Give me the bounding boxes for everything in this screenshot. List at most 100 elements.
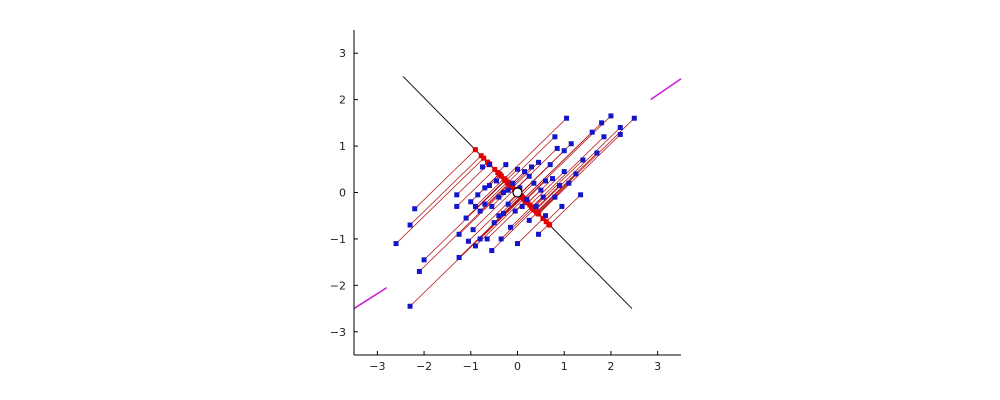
projection-line — [475, 178, 505, 207]
projected-point — [505, 180, 511, 186]
data-point — [421, 257, 427, 263]
data-point — [594, 150, 600, 156]
data-point — [617, 125, 623, 130]
x-axis-ticks: −3 −2 −1 0 1 2 3 — [369, 351, 661, 373]
data-point — [522, 169, 528, 175]
projected-point — [478, 153, 484, 159]
data-point — [533, 203, 539, 209]
data-point — [456, 231, 462, 237]
data-point — [510, 180, 516, 186]
projected-point — [547, 222, 553, 228]
data-point — [489, 203, 495, 209]
data-point — [580, 157, 586, 163]
projection-line — [517, 218, 544, 244]
x-tick-label: 3 — [654, 360, 661, 373]
projection-line — [538, 134, 621, 215]
projection-line — [486, 200, 527, 240]
y-tick-label: 1 — [339, 140, 346, 153]
data-points-layer — [393, 113, 637, 309]
data-point — [484, 236, 490, 242]
y-tick-label: −2 — [330, 279, 346, 292]
data-point — [493, 178, 499, 184]
projected-point — [529, 205, 535, 211]
data-point — [496, 213, 502, 219]
data-point — [500, 190, 506, 195]
data-point — [561, 148, 567, 154]
data-point — [578, 192, 584, 198]
data-point — [463, 215, 469, 221]
projected-point — [492, 166, 498, 172]
data-point — [393, 241, 399, 247]
data-point — [554, 145, 560, 151]
projection-line — [510, 206, 532, 228]
projection-line — [503, 117, 567, 180]
data-point — [631, 115, 637, 121]
data-point — [500, 210, 506, 216]
projected-point — [534, 210, 540, 216]
data-point — [540, 194, 546, 200]
data-point — [472, 203, 478, 209]
projection-line — [514, 148, 558, 190]
data-point — [568, 141, 574, 147]
data-point — [547, 162, 553, 168]
data-point — [407, 303, 413, 309]
data-point — [416, 268, 422, 274]
projection-line — [507, 136, 556, 183]
projection-line — [484, 181, 508, 205]
data-point — [482, 201, 488, 207]
data-point — [505, 187, 511, 193]
data-point — [617, 131, 623, 137]
data-point — [498, 236, 504, 242]
data-point — [407, 222, 413, 228]
projection-line — [529, 171, 565, 206]
x-tick-label: 2 — [607, 360, 614, 373]
projected-point — [543, 219, 549, 225]
projection-line — [534, 185, 560, 211]
center-point — [512, 187, 523, 198]
data-point — [454, 203, 460, 209]
principal-axis-segment — [650, 78, 682, 101]
data-point — [515, 166, 520, 172]
data-point — [526, 173, 532, 179]
projection-line — [549, 194, 581, 226]
data-point — [475, 192, 481, 198]
x-tick-label: 1 — [561, 360, 568, 373]
projection-line — [409, 155, 482, 226]
projection-line — [414, 149, 476, 210]
data-point — [536, 231, 542, 237]
projected-point — [501, 176, 507, 182]
data-point — [552, 134, 558, 140]
data-point — [472, 243, 478, 249]
y-tick-label: 2 — [339, 94, 346, 107]
data-point — [507, 224, 513, 230]
data-point — [561, 169, 567, 175]
data-point — [531, 180, 537, 186]
projection-line — [546, 206, 563, 222]
data-point — [552, 194, 558, 200]
data-point — [599, 120, 605, 126]
data-point — [491, 220, 497, 226]
projection-line — [458, 196, 522, 258]
projection-line — [534, 127, 621, 211]
data-point — [486, 162, 492, 168]
y-tick-label: 0 — [339, 187, 346, 200]
principal-axis-segment — [353, 287, 388, 310]
data-point — [486, 183, 492, 189]
data-point — [559, 203, 565, 209]
data-point — [454, 192, 460, 198]
data-point — [557, 183, 563, 189]
data-point — [503, 162, 509, 168]
projection-line — [419, 183, 510, 272]
data-point — [538, 187, 544, 193]
data-point — [564, 115, 570, 121]
data-point — [489, 248, 495, 254]
data-point — [526, 217, 532, 223]
projection-line — [468, 192, 519, 242]
projection-line — [491, 209, 535, 251]
data-point — [536, 159, 542, 165]
projection-line — [472, 189, 515, 230]
data-point — [524, 196, 530, 202]
data-point — [601, 134, 607, 140]
data-point — [477, 236, 483, 242]
